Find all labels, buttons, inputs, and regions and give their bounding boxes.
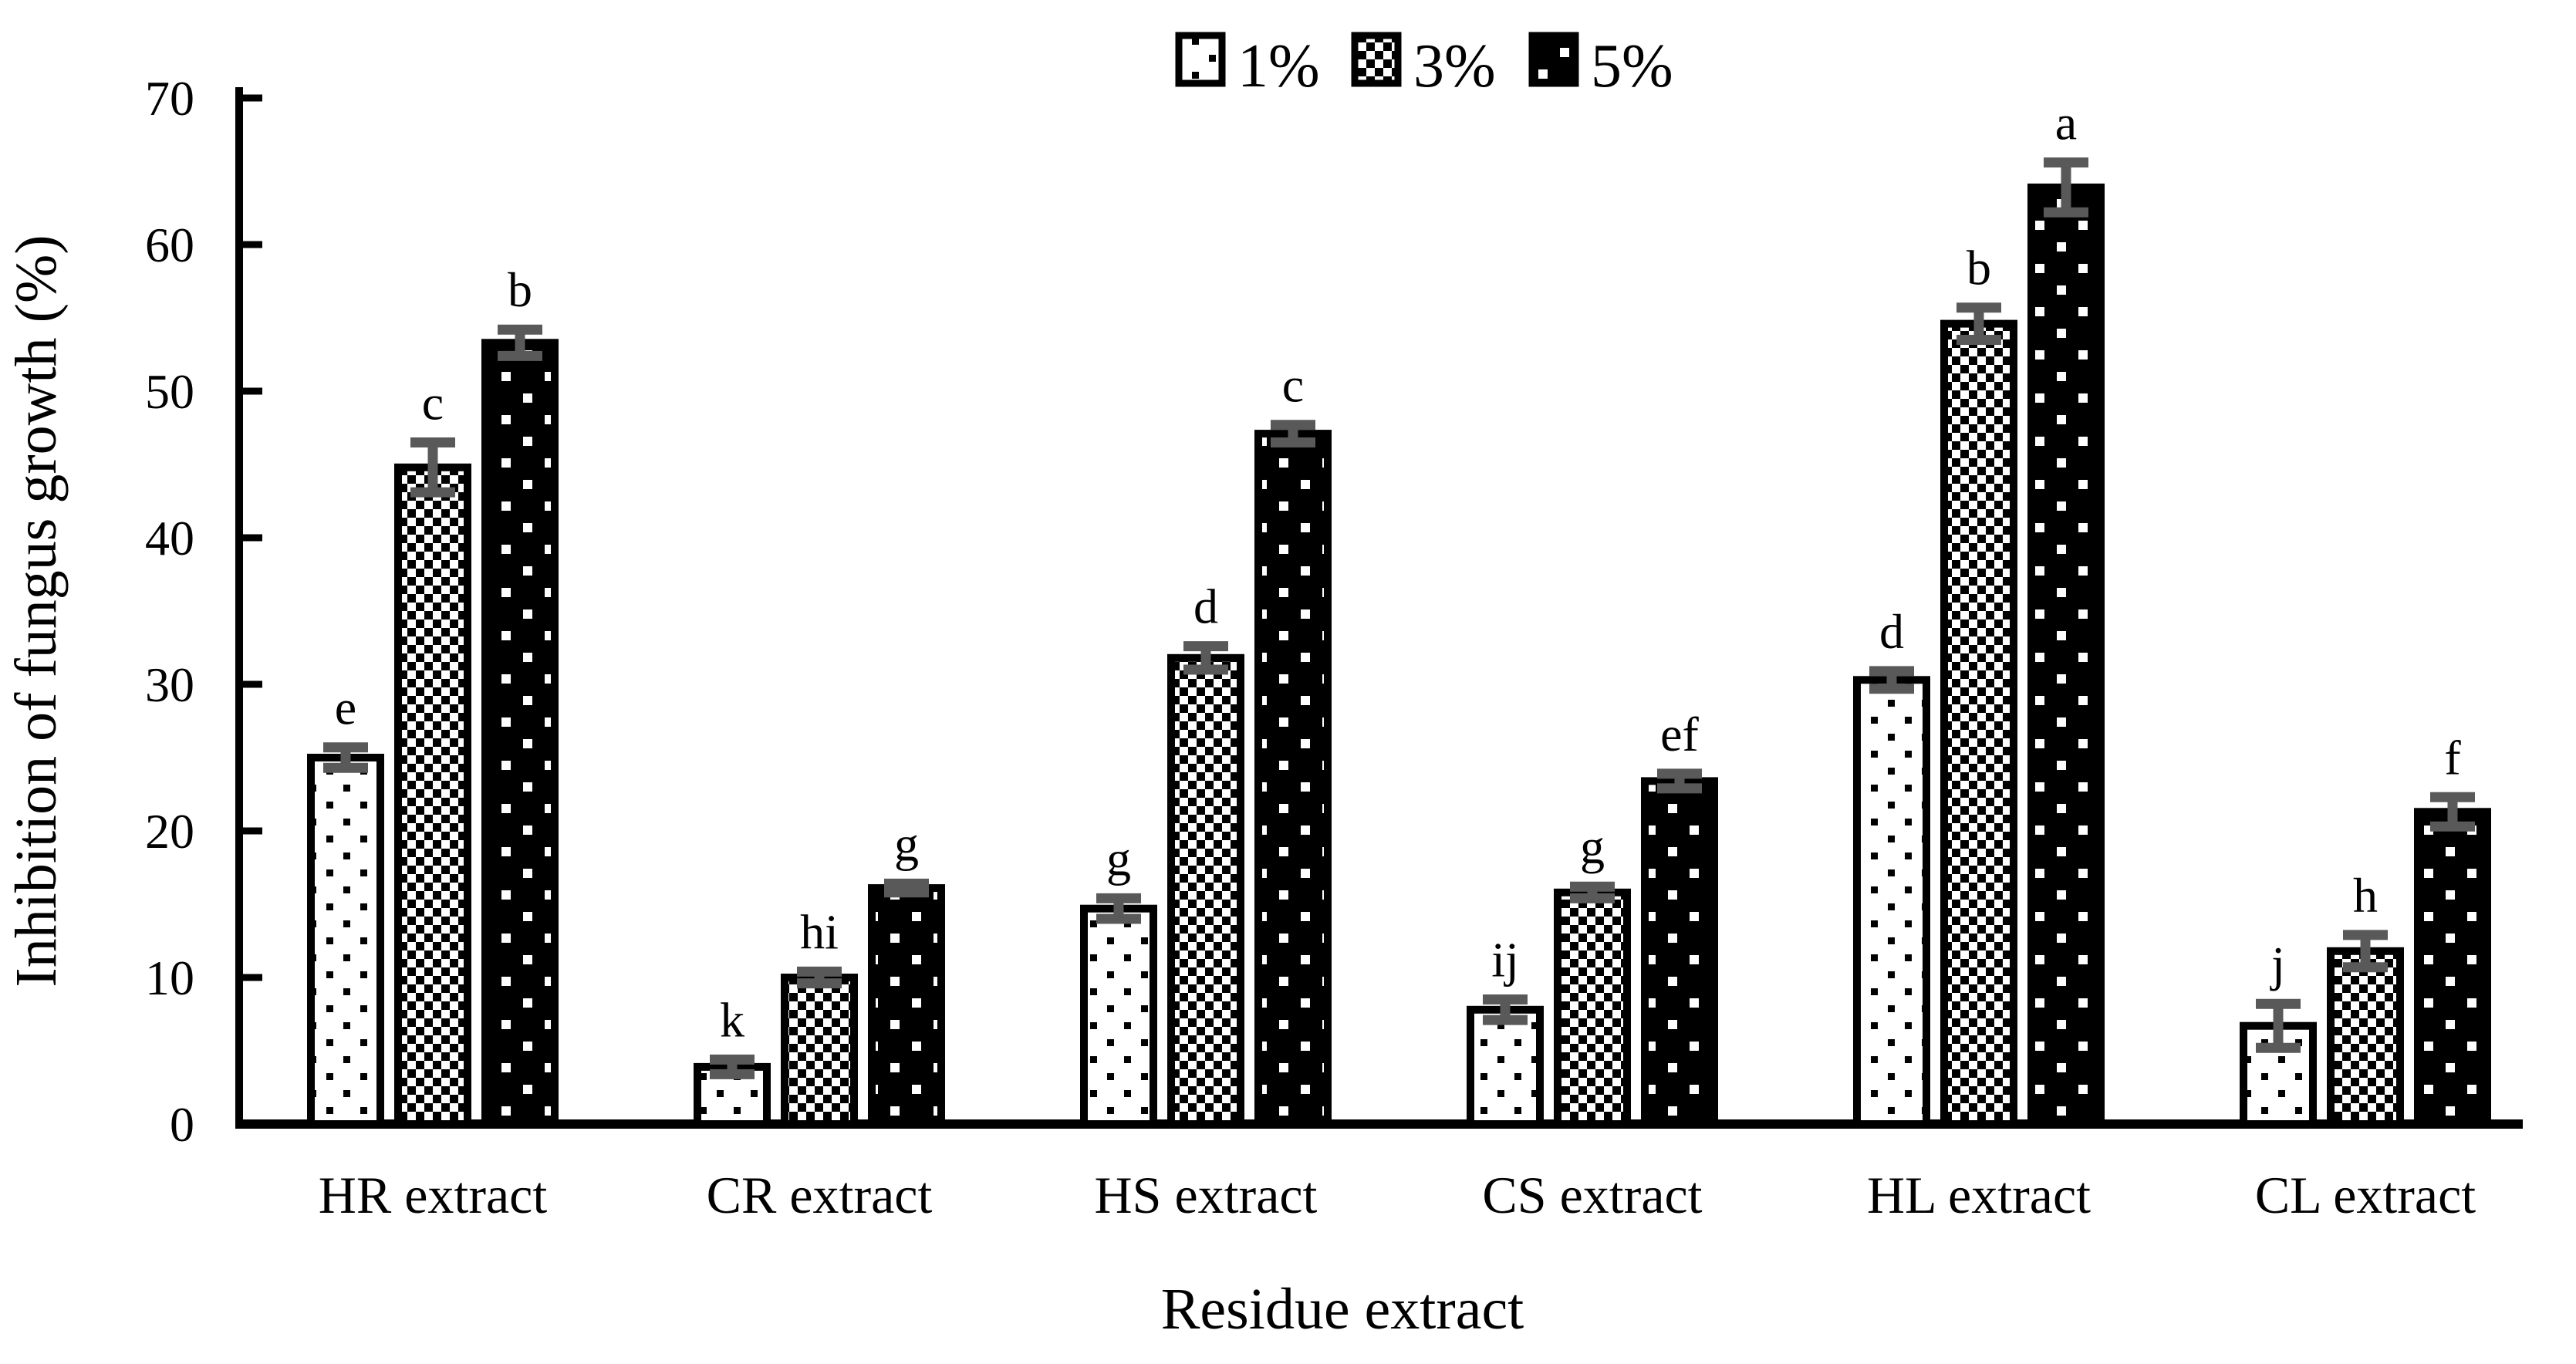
bar-CR-5pct [868,884,945,1128]
error-bar-HS-1pct [1096,893,1141,924]
error-bar-CR-5pct [884,878,929,898]
error-bar-CL-5pct [2430,792,2475,832]
legend: 1% 3% 5% [1175,32,1673,100]
bar-CR-3pct [781,974,858,1128]
y-tick-label-50: 50 [145,364,194,419]
error-bar-HL-1pct [1869,666,1914,694]
bar-HR-3pct [394,463,471,1128]
error-bar-HR-1pct [323,742,368,773]
bar-CS-5pct [1641,777,1718,1129]
bar-HL-1pct [1853,676,1930,1128]
sig-letter-HR-5pct: b [508,262,532,317]
error-bar-HS-5pct [1271,420,1315,447]
error-bar-CR-3pct [797,966,842,989]
sig-letter-HS-3pct: d [1193,579,1218,634]
axes: 0 10 20 30 40 50 60 70 HR extract CR extract HS ex… [145,71,2523,1224]
sig-letter-HS-1pct: g [1106,831,1131,886]
y-tick-label-40: 40 [145,511,194,566]
sig-letter-HS-5pct: c [1282,358,1304,413]
sig-letter-CS-5pct: ef [1660,707,1699,761]
y-tick-label-20: 20 [145,804,194,859]
error-bar-CS-5pct [1657,768,1702,794]
category-label-CS: CS extract [1482,1166,1702,1224]
y-tick-label-60: 60 [145,218,194,272]
error-bar-HS-3pct [1183,641,1228,675]
sig-letter-HL-1pct: d [1879,604,1904,659]
legend-swatch-5pct [1528,32,1579,87]
bar-CS-1pct [1467,1005,1544,1129]
y-tick-label-10: 10 [145,950,194,1005]
sig-letter-HR-3pct: c [422,376,444,430]
bar-HL-3pct [1940,319,2017,1129]
y-tick-label-30: 30 [145,657,194,712]
legend-swatch-3pct [1351,32,1402,87]
error-bar-CR-1pct [710,1054,755,1079]
legend-label-5pct: 5% [1591,32,1673,100]
sig-letter-HL-5pct: a [2055,96,2077,150]
category-label-HS: HS extract [1095,1166,1318,1224]
y-tick-label-70: 70 [145,71,194,126]
error-bar-CL-3pct [2343,930,2388,973]
bar-CL-3pct [2327,947,2404,1129]
sig-letter-CR-3pct: hi [800,904,839,959]
legend-label-1pct: 1% [1237,32,1320,100]
sig-letter-CL-1pct: j [2270,937,2285,991]
category-label-CR: CR extract [707,1166,933,1224]
legend-label-3pct: 3% [1413,32,1496,100]
bar-CS-3pct [1554,888,1631,1129]
sig-letter-CL-3pct: h [2353,868,2378,923]
error-bar-HR-5pct [498,324,542,361]
x-axis-title: Residue extract [1161,1277,1524,1342]
bar-CL-5pct [2414,808,2491,1129]
error-bar-HL-5pct [2044,157,2088,218]
sig-letter-CR-1pct: k [720,992,744,1047]
sig-letter-CS-3pct: g [1580,819,1605,874]
sig-letter-HL-3pct: b [1967,241,1991,295]
bar-HS-3pct [1167,653,1244,1128]
sig-letter-CL-5pct: f [2444,730,2461,785]
error-bar-CS-1pct [1483,994,1528,1025]
sig-letter-CS-1pct: ij [1491,933,1519,988]
y-tick-label-0: 0 [170,1097,194,1152]
error-bar-HR-3pct [410,437,455,498]
sig-letter-HR-1pct: e [335,680,356,735]
category-label-HL: HL extract [1867,1166,2091,1224]
bar-HR-5pct [481,339,559,1128]
bar-HS-5pct [1254,430,1332,1128]
error-bar-CL-1pct [2256,998,2301,1053]
legend-swatch-1pct [1175,32,1226,87]
y-axis-title: Inhibition of fungus growth (%) [4,235,69,987]
error-bar-HL-3pct [1956,302,2001,345]
category-label-HR: HR extract [319,1166,548,1224]
category-label-CL: CL extract [2255,1166,2476,1224]
sig-letter-CR-5pct: g [894,816,919,871]
bar-HL-5pct [2027,183,2105,1128]
error-bar-CS-3pct [1570,881,1615,903]
bar-HR-1pct [307,754,384,1128]
bar-HS-1pct [1080,904,1157,1128]
